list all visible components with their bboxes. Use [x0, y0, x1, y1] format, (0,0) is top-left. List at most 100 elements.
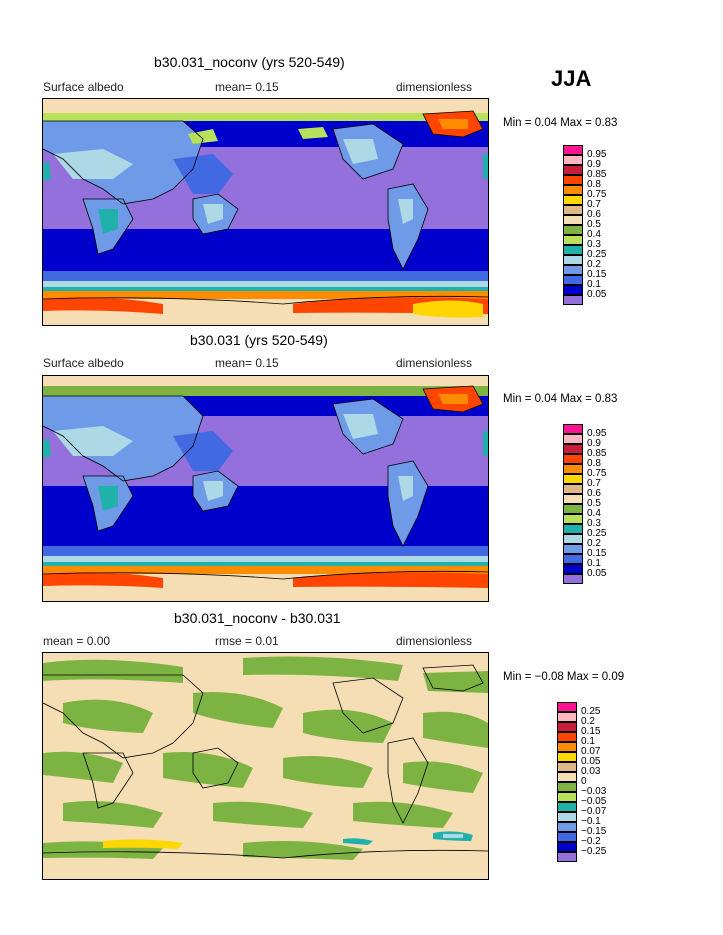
colorbar-tick-label: −0.25: [581, 846, 607, 857]
colorbar-tick-label: 0.95: [587, 428, 607, 439]
colorbar-swatch: [557, 842, 577, 852]
panel-1-minmax: Min = 0.04 Max = 0.83: [503, 117, 618, 129]
panel-3-title: b30.031_noconv - b30.031: [174, 610, 341, 626]
colorbar-tick-label: 0.05: [581, 756, 601, 767]
colorbar-swatch: [563, 245, 583, 255]
colorbar-tick-label: −0.2: [581, 836, 601, 847]
season-label: JJA: [551, 66, 592, 91]
colorbar-swatch: [563, 424, 583, 434]
colorbar-tick-label: −0.07: [581, 806, 607, 817]
colorbar-tick-label: 0.25: [587, 249, 607, 260]
colorbar-tick-label: 0.75: [587, 189, 607, 200]
colorbar-tick-label: 0: [581, 776, 587, 787]
colorbar-swatch: [557, 762, 577, 772]
colorbar-tick-label: 0.03: [581, 766, 601, 777]
panel-3-mean: mean = 0.00: [43, 634, 111, 648]
panel-3-map: [42, 652, 489, 880]
colorbar-tick-label: 0.1: [581, 736, 595, 747]
colorbar-swatch: [563, 145, 583, 155]
colorbar-swatch: [563, 484, 583, 494]
colorbar-swatch: [557, 802, 577, 812]
colorbar-tick-label: −0.05: [581, 796, 607, 807]
colorbar-tick-label: 0.3: [587, 518, 601, 529]
colorbar-tick-label: 0.8: [587, 458, 601, 469]
panel-2-map: [42, 375, 489, 602]
colorbar-swatch: [557, 752, 577, 762]
colorbar-tick-label: 0.6: [587, 209, 601, 220]
colorbar-swatch: [563, 225, 583, 235]
colorbar-tick-label: 0.75: [587, 468, 607, 479]
panel-3-minmax: Min = −0.08 Max = 0.09: [503, 671, 625, 683]
colorbar-tick-label: 0.1: [587, 558, 601, 569]
colorbar-swatch: [563, 494, 583, 504]
colorbar-swatch: [557, 852, 577, 862]
colorbar-tick-label: 0.95: [587, 149, 607, 160]
colorbar-swatch: [563, 454, 583, 464]
colorbar-tick-label: 0.2: [587, 538, 601, 549]
colorbar-tick-label: 0.1: [587, 279, 601, 290]
colorbar-swatch: [563, 175, 583, 185]
colorbar-swatch: [563, 165, 583, 175]
panel-2-mean: mean= 0.15: [215, 356, 279, 370]
colorbar-tick-label: 0.9: [587, 159, 601, 170]
colorbar-swatch: [563, 155, 583, 165]
panel-1-units: dimensionless: [396, 80, 473, 94]
colorbar-swatch: [563, 195, 583, 205]
colorbar-tick-label: 0.15: [587, 548, 607, 559]
colorbar-tick-label: 0.5: [587, 219, 601, 230]
colorbar-tick-label: −0.15: [581, 826, 607, 837]
colorbar-tick-label: 0.05: [587, 568, 607, 579]
colorbar-tick-label: 0.15: [587, 269, 607, 280]
colorbar-swatch: [563, 474, 583, 484]
colorbar-swatch: [563, 514, 583, 524]
colorbar-tick-label: 0.3: [587, 239, 601, 250]
colorbar-tick-label: 0.07: [581, 746, 601, 757]
panel-2-units: dimensionless: [396, 356, 473, 370]
colorbar-swatch: [563, 205, 583, 215]
colorbar-swatch: [557, 832, 577, 842]
colorbar-swatch: [563, 235, 583, 245]
colorbar-tick-label: 0.85: [587, 169, 607, 180]
colorbar-tick-label: 0.05: [587, 289, 607, 300]
colorbar-tick-label: −0.1: [581, 816, 601, 827]
colorbar-swatch: [563, 444, 583, 454]
colorbar-tick-label: 0.85: [587, 448, 607, 459]
colorbar-tick-label: 0.5: [587, 498, 601, 509]
colorbar-swatch: [563, 434, 583, 444]
colorbar-swatch: [563, 255, 583, 265]
colorbar-tick-label: 0.4: [587, 508, 601, 519]
panel-1-title: b30.031_noconv (yrs 520-549): [154, 54, 345, 70]
colorbar-swatch: [563, 295, 583, 305]
colorbar-swatch: [563, 544, 583, 554]
panel-2-minmax: Min = 0.04 Max = 0.83: [503, 393, 618, 405]
colorbar-tick-label: 0.4: [587, 229, 601, 240]
colorbar-swatch: [557, 732, 577, 742]
panel-1-mean: mean= 0.15: [215, 80, 279, 94]
colorbar-swatch: [557, 792, 577, 802]
colorbar-swatch: [563, 265, 583, 275]
colorbar-tick-label: 0.25: [581, 706, 601, 717]
colorbar-swatch: [557, 712, 577, 722]
colorbar-tick-label: 0.8: [587, 179, 601, 190]
colorbar-swatch: [557, 742, 577, 752]
colorbar-tick-label: 0.7: [587, 478, 601, 489]
colorbar-swatch: [557, 812, 577, 822]
colorbar-swatch: [563, 215, 583, 225]
panel-1-variable: Surface albedo: [43, 80, 124, 94]
colorbar-swatch: [557, 782, 577, 792]
colorbar-swatch: [563, 574, 583, 584]
colorbar-tick-label: 0.9: [587, 438, 601, 449]
panel-1-map: [42, 98, 489, 326]
colorbar-swatch: [563, 285, 583, 295]
colorbar-swatch: [557, 702, 577, 712]
colorbar-swatch: [563, 275, 583, 285]
colorbar-swatch: [563, 464, 583, 474]
panel-2-variable: Surface albedo: [43, 356, 124, 370]
colorbar-tick-label: 0.2: [587, 259, 601, 270]
colorbar-tick-label: 0.7: [587, 199, 601, 210]
colorbar-swatch: [563, 554, 583, 564]
colorbar-swatch: [557, 822, 577, 832]
colorbar-swatch: [563, 534, 583, 544]
colorbar-swatch: [563, 185, 583, 195]
colorbar-tick-label: 0.25: [587, 528, 607, 539]
